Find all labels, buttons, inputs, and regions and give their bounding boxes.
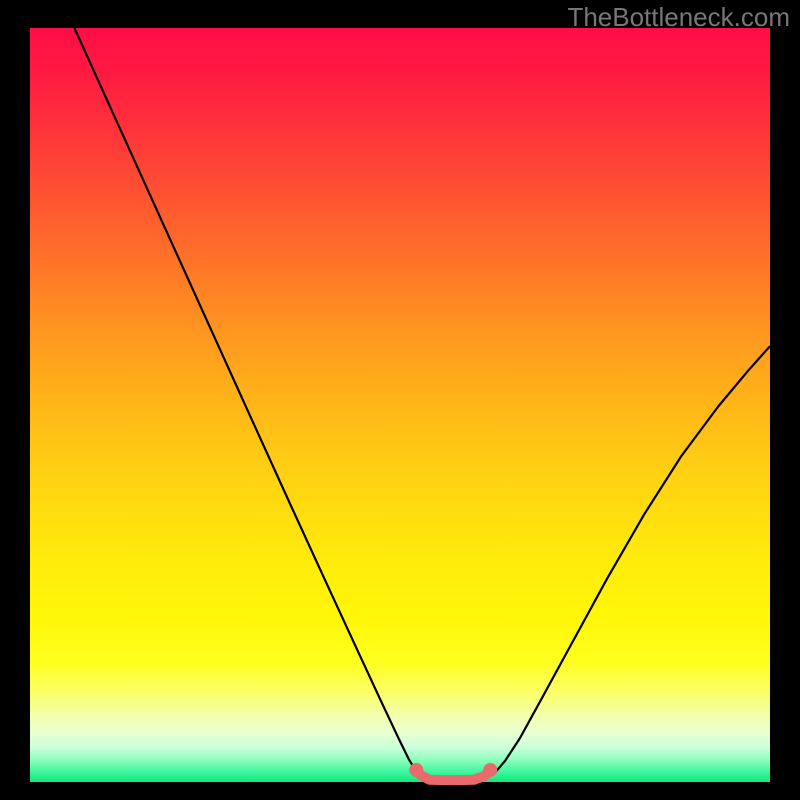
chart-svg bbox=[30, 28, 770, 782]
optimal-range-end-knob bbox=[483, 763, 497, 777]
chart-frame: TheBottleneck.com bbox=[0, 0, 800, 800]
bottleneck-curve bbox=[74, 28, 770, 780]
watermark-text: TheBottleneck.com bbox=[567, 2, 790, 33]
optimal-range-marker bbox=[416, 770, 490, 780]
optimal-range-start-knob bbox=[409, 763, 423, 777]
plot-area bbox=[30, 28, 770, 782]
